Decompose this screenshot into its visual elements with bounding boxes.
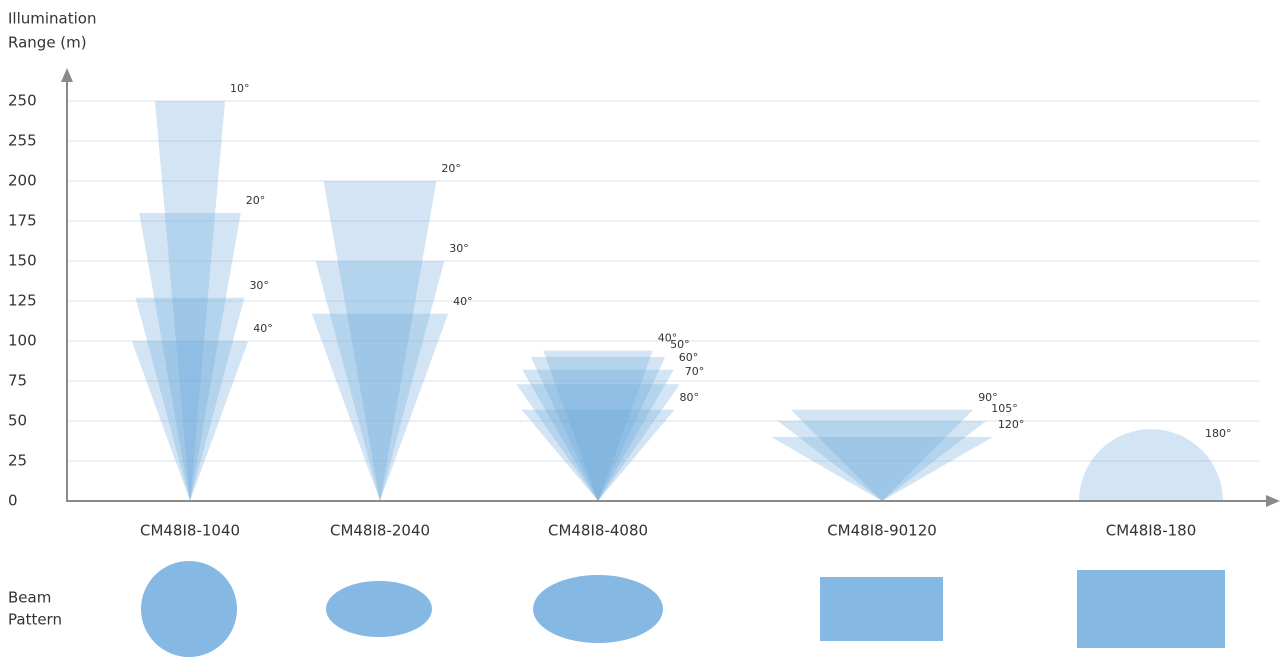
angle-label: 30° — [449, 242, 469, 255]
grid — [67, 100, 1260, 462]
angle-label: 30° — [249, 279, 268, 292]
beam — [155, 101, 225, 501]
y-tick-label: 25 — [8, 452, 27, 470]
beam — [543, 350, 653, 501]
beam-pattern — [141, 561, 237, 657]
angle-label: 80° — [680, 391, 700, 404]
y-axis-label: Range (m) — [8, 34, 87, 52]
y-tick-label: 175 — [8, 212, 37, 230]
angle-label: 40° — [253, 322, 272, 335]
x-tick-label: CM48I8-180 — [1106, 522, 1197, 540]
angle-label: 180° — [1205, 427, 1232, 440]
angle-label: 70° — [685, 365, 705, 378]
pattern-label: Beam — [8, 589, 51, 607]
beam — [311, 313, 449, 501]
y-tick-label: 255 — [8, 132, 37, 150]
beams — [131, 101, 1223, 501]
y-tick-label: 250 — [8, 92, 37, 110]
beam — [131, 341, 249, 501]
angle-label: 90° — [978, 391, 998, 404]
beam — [139, 213, 241, 501]
y-axis-label: Illumination — [8, 10, 96, 28]
y-tick-label: 125 — [8, 292, 37, 310]
beam — [777, 421, 987, 501]
angle-label: 120° — [998, 418, 1025, 431]
axes — [66, 72, 1272, 502]
beam — [522, 369, 674, 501]
beam — [315, 261, 445, 501]
y-tick-label: 150 — [8, 252, 37, 270]
angle-label: 40° — [453, 295, 473, 308]
x-tick-label: CM48I8-4080 — [548, 522, 648, 540]
angle-label: 50° — [670, 338, 690, 351]
x-tick-label: CM48I8-1040 — [140, 522, 240, 540]
angle-label: 60° — [679, 351, 699, 364]
x-tick-label: CM48I8-2040 — [330, 522, 430, 540]
beam — [516, 384, 680, 501]
y-tick-label: 50 — [8, 412, 27, 430]
beam — [135, 297, 245, 501]
y-tick-label: 100 — [8, 332, 37, 350]
pattern-label: Pattern — [8, 611, 62, 629]
beam — [790, 409, 974, 501]
y-tick-label: 200 — [8, 172, 37, 190]
angle-label: 10° — [230, 82, 250, 95]
x-arrow — [1266, 495, 1280, 507]
y-tick-label: 75 — [8, 372, 27, 390]
x-tick-label: CM48I8-90120 — [827, 522, 937, 540]
angle-label: 20° — [246, 194, 266, 207]
beam — [521, 409, 675, 501]
angle-label: 105° — [991, 402, 1018, 415]
beam — [1079, 429, 1223, 501]
beam-pattern — [820, 577, 943, 641]
beam-pattern — [326, 581, 432, 637]
y-tick-label: 0 — [8, 492, 18, 510]
beam — [323, 181, 437, 501]
beam — [530, 357, 666, 501]
beam-pattern — [1077, 570, 1225, 648]
angle-label: 40° — [658, 332, 678, 345]
y-arrow — [61, 68, 73, 82]
angle-label: 20° — [441, 162, 461, 175]
beam — [771, 437, 993, 501]
beam-pattern — [533, 575, 663, 643]
